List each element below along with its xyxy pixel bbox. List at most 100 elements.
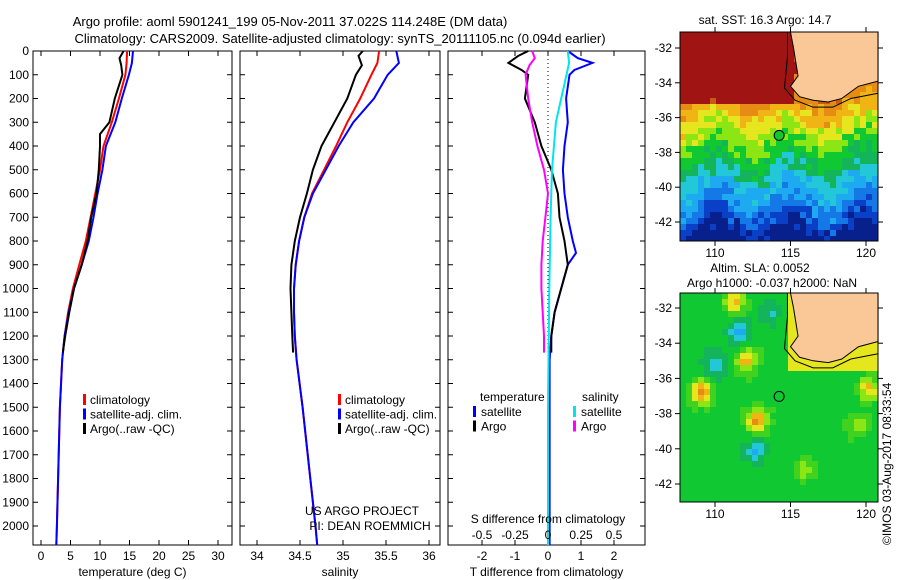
map-cell — [698, 359, 705, 366]
map-cell — [740, 44, 747, 51]
map-cell — [728, 158, 735, 165]
map-cell — [782, 473, 789, 480]
map-cell — [686, 323, 693, 330]
map-cell — [686, 407, 693, 414]
map-cell — [692, 437, 699, 444]
map-cell — [872, 359, 878, 366]
map-cell — [854, 467, 861, 474]
map-cell — [800, 419, 807, 426]
map-cell — [698, 299, 705, 306]
map-cell — [680, 461, 687, 468]
map-cell — [746, 497, 753, 502]
map-cell — [848, 479, 855, 486]
map-cell — [692, 62, 699, 69]
map-cell — [836, 467, 843, 474]
map-cell — [866, 164, 873, 171]
map-cell — [860, 461, 867, 468]
map-cell — [752, 224, 759, 231]
map-cell — [782, 485, 789, 492]
map-cell — [770, 158, 777, 165]
map-cell — [722, 455, 729, 462]
map-cell — [854, 236, 861, 241]
map-cell — [782, 317, 789, 324]
map-cell — [860, 176, 867, 183]
map-cell — [860, 371, 867, 378]
y-tick-label: 1000 — [2, 282, 29, 296]
map-cell — [770, 359, 777, 366]
map-cell — [866, 473, 873, 480]
map-cell — [698, 443, 705, 450]
map-cell — [854, 461, 861, 468]
map-cell — [752, 110, 759, 117]
argo-position-marker — [773, 129, 785, 141]
map-cell — [728, 98, 735, 105]
map-cell — [734, 437, 741, 444]
map-cell — [764, 305, 771, 312]
map-cell — [812, 401, 819, 408]
map-cell — [740, 80, 747, 87]
map-cell — [698, 455, 705, 462]
map-cell — [722, 383, 729, 390]
x-tick-label: 2 — [611, 549, 618, 563]
map-cell — [686, 212, 693, 219]
map-cell — [680, 293, 687, 300]
map-cell — [770, 74, 777, 81]
map-cell — [692, 182, 699, 189]
map-cell — [794, 389, 801, 396]
map-cell — [698, 86, 705, 93]
map-cell — [842, 407, 849, 414]
map-cell — [704, 38, 711, 45]
map-cell — [776, 74, 783, 81]
map-cell — [770, 206, 777, 213]
map-cell — [818, 419, 825, 426]
map-cell — [770, 371, 777, 378]
map-cell — [728, 317, 735, 324]
map-cell — [776, 419, 783, 426]
map-cell — [680, 206, 687, 213]
map-cell — [734, 104, 741, 111]
map-cell — [836, 359, 843, 366]
map-cell — [806, 491, 813, 498]
map-cell — [812, 134, 819, 141]
map-cell — [782, 389, 789, 396]
map-cell — [836, 134, 843, 141]
map-cell — [722, 293, 729, 300]
map-cell — [866, 359, 873, 366]
map-cell — [704, 230, 711, 237]
map-cell — [764, 347, 771, 354]
map-cell — [680, 128, 687, 135]
map-cell — [722, 86, 729, 93]
map-cell — [716, 212, 723, 219]
map-cell — [734, 140, 741, 147]
map-cell — [686, 383, 693, 390]
map-cell — [698, 317, 705, 324]
map-cell — [710, 491, 717, 498]
map-cell — [710, 383, 717, 390]
map-cell — [710, 98, 717, 105]
map-cell — [824, 164, 831, 171]
map-cell — [740, 401, 747, 408]
map-cell — [872, 347, 878, 354]
map-cell — [680, 86, 687, 93]
map-cell — [812, 425, 819, 432]
map-cell — [692, 389, 699, 396]
map-cell — [782, 413, 789, 420]
map-cell — [698, 194, 705, 201]
map-cell — [836, 389, 843, 396]
map-cell — [770, 395, 777, 402]
map-cell — [800, 443, 807, 450]
map-cell — [782, 437, 789, 444]
map-cell — [836, 128, 843, 135]
map-cell — [782, 305, 789, 312]
map-cell — [710, 38, 717, 45]
map-cell — [764, 218, 771, 225]
map-cell — [848, 353, 855, 360]
map-cell — [794, 461, 801, 468]
map-cell — [746, 116, 753, 123]
map-cell — [818, 188, 825, 195]
map-cell — [680, 44, 687, 51]
map-cell — [818, 212, 825, 219]
map-cell — [740, 212, 747, 219]
map-cell — [860, 479, 867, 486]
map-cell — [842, 479, 849, 486]
